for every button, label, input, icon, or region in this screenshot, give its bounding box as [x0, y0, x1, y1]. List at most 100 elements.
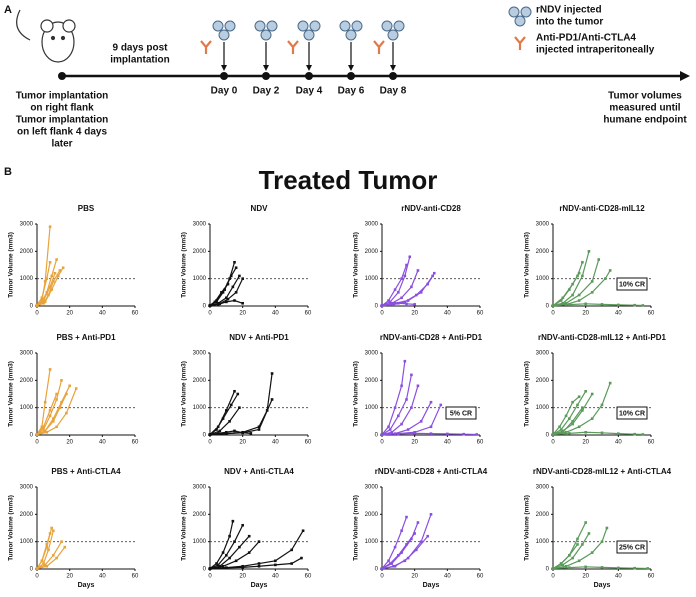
point — [608, 381, 612, 385]
point — [226, 297, 230, 301]
point — [584, 565, 587, 569]
point — [52, 417, 55, 420]
point — [571, 400, 574, 404]
point — [216, 432, 220, 435]
legend-text: rNDV injected — [536, 5, 602, 16]
y-tick-label: 3000 — [365, 485, 379, 491]
x-tick-label: 0 — [35, 440, 39, 446]
y-axis-label: Tumor Volume (mm3) — [181, 495, 188, 561]
point — [568, 417, 571, 420]
point — [600, 540, 604, 543]
point — [406, 428, 410, 431]
chart-title: rNDV-anti-CD28-mIL12 + Anti-CTLA4 — [533, 467, 672, 476]
point — [301, 529, 305, 533]
annotation: 25% CR — [619, 544, 645, 551]
point — [577, 425, 581, 429]
point — [419, 291, 423, 294]
point — [42, 425, 45, 429]
point — [388, 300, 392, 304]
point — [208, 304, 212, 308]
y-tick-label: 1000 — [536, 405, 550, 411]
point — [387, 425, 390, 429]
y-tick-label: 0 — [546, 304, 550, 310]
point — [405, 302, 408, 306]
point — [56, 274, 60, 278]
point — [233, 540, 236, 543]
x-tick-label: 60 — [132, 574, 139, 580]
point — [43, 429, 47, 433]
point — [228, 556, 231, 560]
chart: NDV Tumor Volume (mm3) 0 1000 2000 3000 0 20 40 6… — [181, 204, 312, 316]
point — [40, 296, 44, 300]
chart: PBS + Anti-CTLA4 Tumor Volume (mm3) Days 0 1… — [8, 467, 139, 589]
point — [229, 403, 233, 407]
point — [40, 425, 44, 429]
point — [415, 548, 418, 552]
point — [234, 559, 238, 563]
point — [50, 274, 53, 278]
x-tick-label: 20 — [66, 311, 73, 317]
x-tick-label: 40 — [444, 574, 451, 580]
point — [590, 291, 594, 294]
point — [48, 225, 52, 229]
x-tick-label: 20 — [411, 440, 418, 446]
y-tick-label: 1000 — [193, 276, 207, 282]
point — [446, 432, 449, 436]
chart-title: NDV + Anti-PD1 — [229, 333, 289, 342]
y-axis-label: Tumor Volume (mm3) — [353, 361, 360, 427]
chart: PBS Tumor Volume (mm3) 0 1000 2000 3000 0 20 40 6… — [8, 204, 139, 316]
point — [617, 432, 620, 435]
point — [55, 392, 58, 396]
point — [257, 425, 261, 429]
x-tick-label: 20 — [239, 574, 246, 580]
point — [408, 255, 412, 259]
point — [233, 429, 236, 433]
y-tick-label: 0 — [546, 433, 550, 439]
point — [225, 409, 228, 412]
day-label: Day 2 — [253, 86, 280, 97]
point — [439, 403, 443, 407]
point — [429, 400, 433, 404]
point — [42, 299, 45, 302]
point — [43, 280, 47, 283]
y-tick-label: 2000 — [193, 512, 207, 518]
timeline-text: Tumor implantation — [16, 91, 109, 102]
point — [390, 430, 394, 434]
y-tick-label: 3000 — [365, 222, 379, 228]
legend-text: Anti-PD1/Anti-CTLA4 — [536, 33, 636, 44]
point — [405, 398, 408, 401]
point — [584, 521, 587, 524]
point — [290, 548, 293, 552]
y-tick-label: 3000 — [193, 222, 207, 228]
y-tick-label: 1000 — [20, 539, 34, 545]
timeline-text: humane endpoint — [603, 115, 687, 126]
point — [400, 296, 403, 300]
point — [229, 274, 233, 278]
y-tick-label: 2000 — [536, 249, 550, 255]
y-tick-label: 2000 — [193, 378, 207, 384]
y-tick-label: 1000 — [193, 405, 207, 411]
point — [42, 301, 45, 305]
y-tick-label: 0 — [30, 304, 34, 310]
x-tick-label: 40 — [272, 440, 279, 446]
x-axis-label: Days — [78, 582, 95, 589]
timeline-dot — [305, 72, 313, 80]
chart-title: rNDV-anti-CD28-mIL12 — [559, 204, 645, 213]
point — [234, 291, 238, 294]
y-tick-label: 0 — [375, 304, 379, 310]
point — [551, 567, 555, 571]
y-tick-label: 1000 — [193, 539, 207, 545]
chart-title: rNDV-anti-CD28 — [401, 204, 461, 213]
point — [390, 562, 394, 565]
y-tick-label: 0 — [30, 567, 34, 573]
x-tick-label: 20 — [582, 574, 589, 580]
timeline-dot — [220, 72, 228, 80]
point — [400, 529, 403, 533]
antibody-icon — [286, 39, 300, 56]
point — [564, 301, 568, 305]
point — [221, 417, 225, 420]
x-tick-label: 40 — [444, 440, 451, 446]
virus-icon — [254, 20, 278, 41]
day-label: Day 8 — [380, 86, 407, 97]
